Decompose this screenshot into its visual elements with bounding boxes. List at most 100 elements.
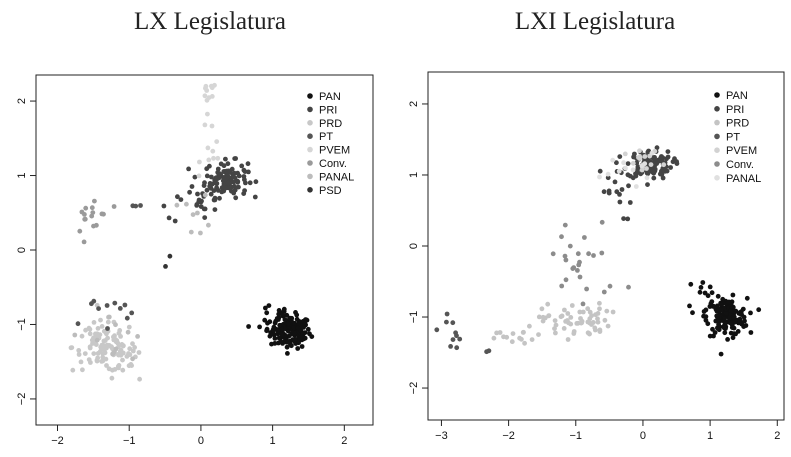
point-pri	[619, 187, 625, 192]
point-prd	[93, 342, 99, 347]
point-pt	[89, 301, 94, 307]
point-panal	[610, 157, 616, 163]
point-panal	[110, 351, 115, 357]
point-pan	[716, 322, 721, 327]
point-pri	[202, 180, 207, 186]
point-prd	[565, 311, 571, 316]
point-prd	[78, 359, 84, 365]
point-prd	[580, 309, 586, 315]
point-prd	[536, 314, 542, 320]
point-conv	[562, 253, 568, 259]
point-pan	[299, 344, 305, 349]
point-pt	[444, 311, 450, 317]
point-prd	[91, 335, 96, 341]
point-pan	[730, 292, 736, 298]
point-prd	[522, 340, 527, 346]
point-pri	[221, 175, 227, 180]
point-panal	[190, 212, 196, 218]
point-prd	[70, 367, 76, 373]
point-prd	[76, 348, 82, 353]
point-pri	[187, 189, 193, 195]
legend-marker	[714, 119, 720, 126]
point-prd	[120, 350, 126, 356]
legend-marker	[714, 133, 720, 140]
point-conv	[82, 216, 88, 222]
point-pan	[264, 310, 270, 316]
point-pt	[454, 333, 459, 339]
point-prd	[90, 341, 95, 346]
point-panal	[605, 171, 611, 177]
point-pri	[662, 168, 668, 174]
point-prd	[98, 317, 103, 323]
x-tick-label: 1	[707, 430, 713, 442]
point-prd	[87, 344, 93, 350]
legend-marker	[714, 147, 720, 153]
point-pvem	[203, 85, 208, 91]
point-conv	[94, 222, 99, 228]
point-prd	[577, 309, 583, 315]
point-pri	[670, 159, 676, 165]
point-pt	[450, 320, 456, 326]
point-pan	[274, 316, 280, 321]
point-conv	[90, 210, 96, 216]
point-pri	[233, 195, 239, 201]
point-pan	[721, 323, 727, 329]
point-pan	[718, 307, 724, 313]
point-prd	[529, 337, 535, 342]
legend-marker	[307, 160, 313, 166]
point-pri	[208, 191, 214, 197]
point-pri	[617, 154, 623, 160]
y-tick-label: −2	[408, 382, 420, 395]
point-pvem	[211, 155, 216, 161]
point-pri	[241, 174, 247, 179]
point-prd	[136, 350, 142, 355]
point-pvem	[642, 154, 648, 159]
point-prd	[536, 332, 541, 337]
point-pri	[198, 204, 204, 210]
y-tick-label: −1	[16, 318, 28, 331]
legend-marker	[714, 106, 720, 112]
legend-label: PRI	[726, 104, 744, 116]
point-pvem	[215, 155, 221, 161]
point-pt	[129, 310, 135, 316]
point-panal	[202, 192, 208, 198]
point-pan	[294, 312, 300, 318]
point-pan	[743, 323, 749, 328]
point-pri	[252, 194, 258, 200]
point-conv	[580, 301, 586, 307]
legend-marker	[307, 120, 313, 126]
point-pan	[284, 312, 290, 318]
point-pvem	[205, 145, 211, 151]
point-prd	[568, 315, 574, 320]
point-prd	[94, 331, 100, 337]
point-pan	[720, 296, 726, 302]
point-pan	[700, 280, 706, 285]
point-pan	[728, 320, 734, 326]
point-pri	[207, 181, 213, 186]
point-pvem	[197, 159, 202, 165]
point-pan	[703, 314, 709, 319]
point-prd	[587, 331, 592, 337]
point-panal	[174, 202, 180, 208]
legend-marker	[307, 106, 313, 113]
point-pvem	[648, 162, 654, 168]
legend-label: PSD	[319, 185, 342, 197]
point-pvem	[210, 148, 216, 154]
point-pri	[241, 191, 247, 197]
point-panal	[106, 314, 112, 320]
point-prd	[95, 326, 101, 331]
point-panal	[72, 332, 78, 338]
point-pri	[178, 197, 184, 203]
y-tick-label: 1	[408, 172, 420, 178]
point-panal	[198, 230, 203, 236]
point-pt	[117, 306, 123, 311]
x-tick-label: −3	[435, 430, 448, 442]
legend-marker	[714, 92, 720, 98]
point-pri	[597, 168, 603, 174]
point-prd	[561, 326, 567, 331]
point-pri	[247, 180, 253, 186]
point-pan	[307, 331, 312, 337]
point-pri	[239, 163, 245, 169]
point-prd	[94, 358, 100, 364]
